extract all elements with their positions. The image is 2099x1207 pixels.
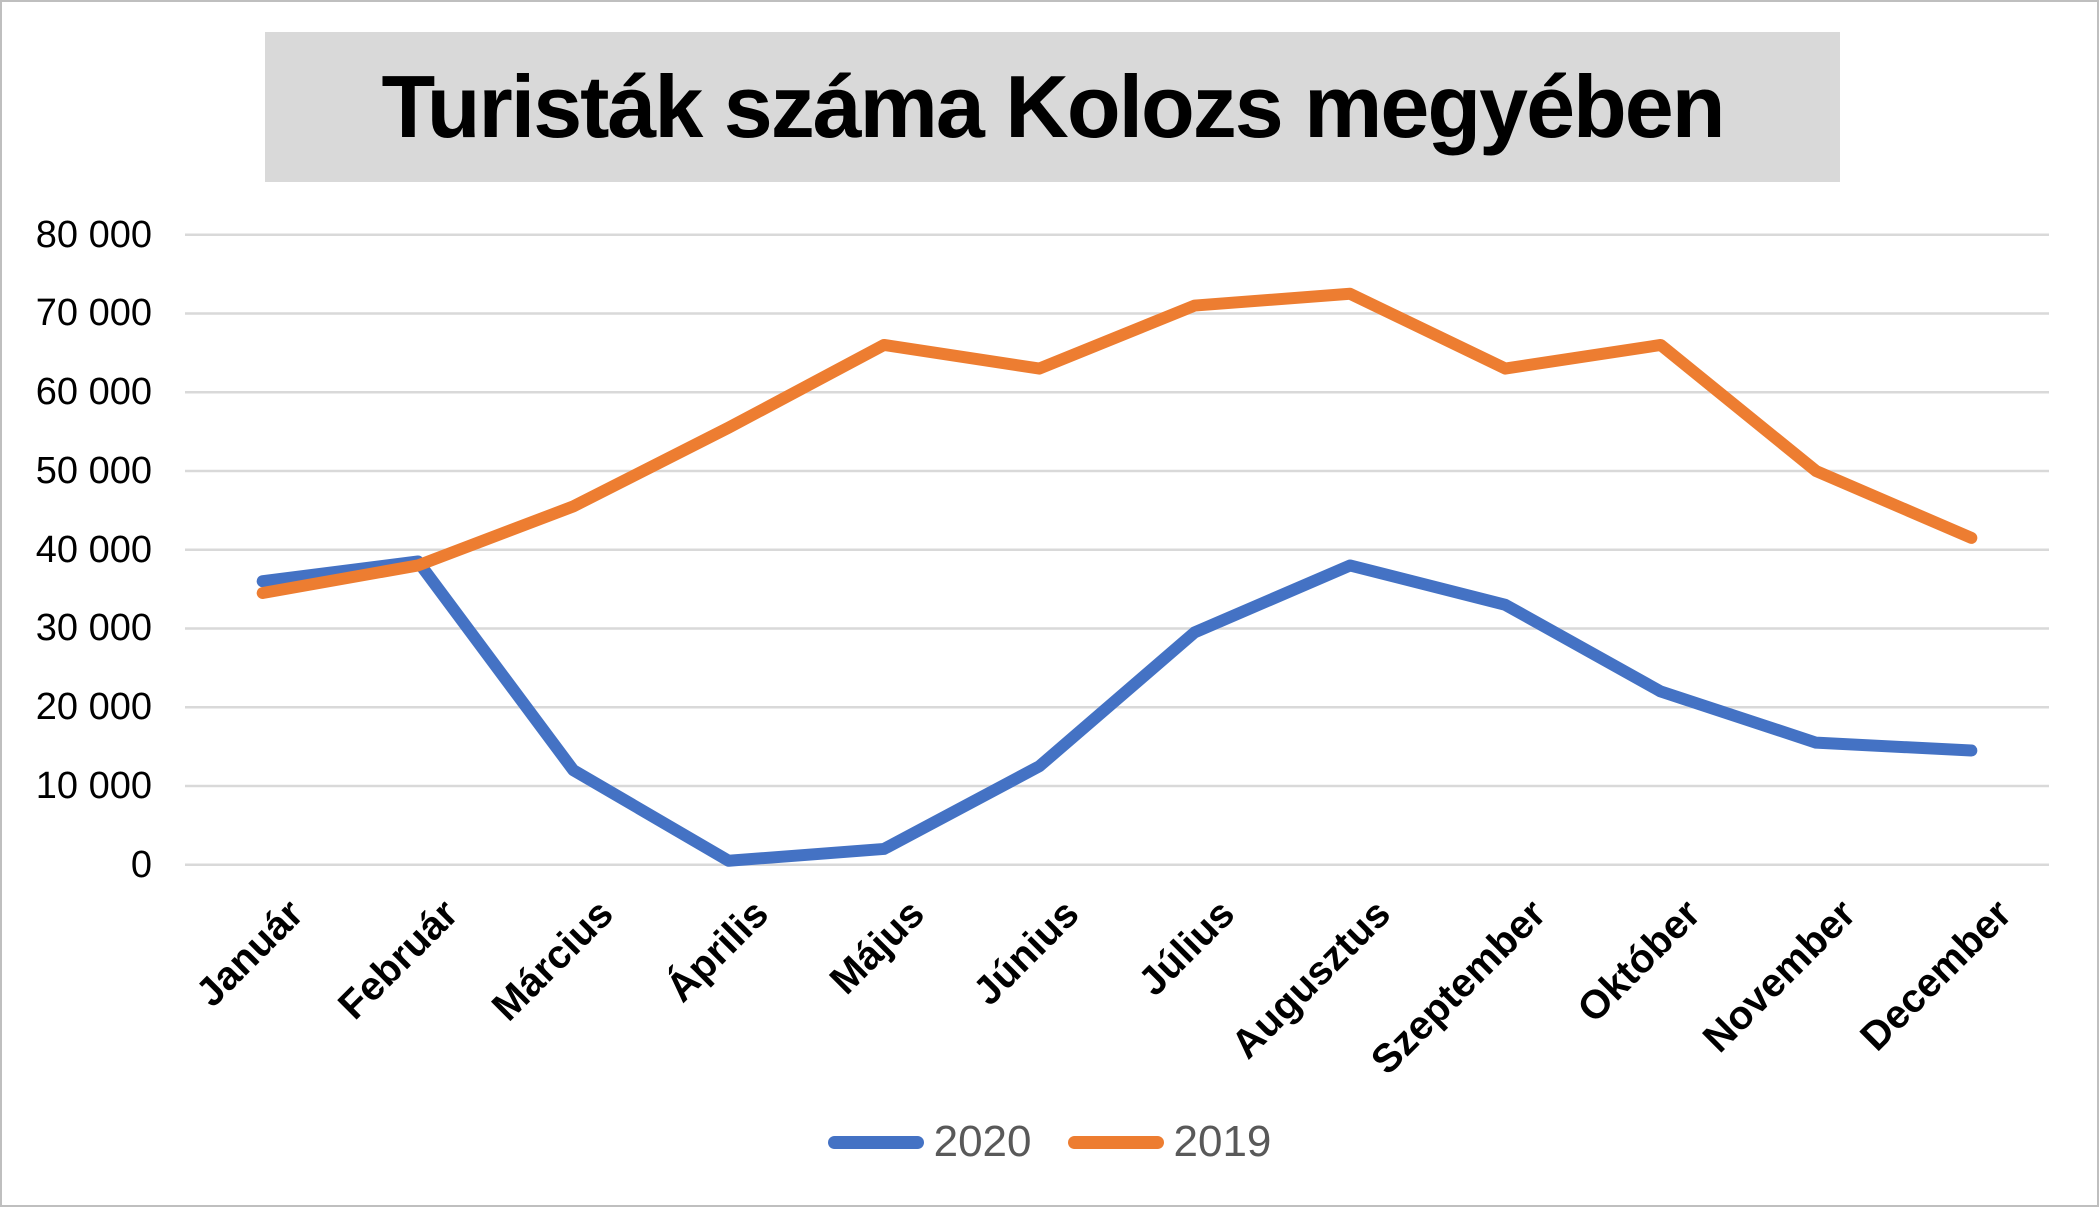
legend-swatch-2019	[1067, 1135, 1164, 1149]
y-axis-label: 0	[130, 843, 152, 886]
legend-label: 2019	[1173, 1117, 1272, 1166]
legend: 2020 2019	[2, 1114, 2097, 1170]
legend-item-2020[interactable]: 2020	[827, 1114, 1032, 1170]
series-line-2020[interactable]	[256, 555, 1978, 867]
legend-label: 2020	[933, 1117, 1032, 1166]
y-axis-label: 20 000	[35, 686, 152, 729]
chart-title-band: Turisták száma Kolozs megyében	[265, 32, 1840, 182]
y-axis-label: 40 000	[35, 528, 152, 571]
y-axis-label: 60 000	[35, 371, 152, 414]
y-axis-label: 80 000	[35, 213, 152, 256]
y-axis-label: 10 000	[35, 764, 152, 807]
y-axis-label: 50 000	[35, 449, 152, 492]
y-axis-label: 30 000	[35, 607, 152, 650]
series-line-2019[interactable]	[256, 287, 1978, 600]
legend-swatch-2020	[827, 1135, 924, 1149]
y-axis-label: 70 000	[35, 292, 152, 335]
chart-title[interactable]: Turisták száma Kolozs megyében	[381, 57, 1726, 156]
legend-item-2019[interactable]: 2019	[1067, 1114, 1272, 1170]
